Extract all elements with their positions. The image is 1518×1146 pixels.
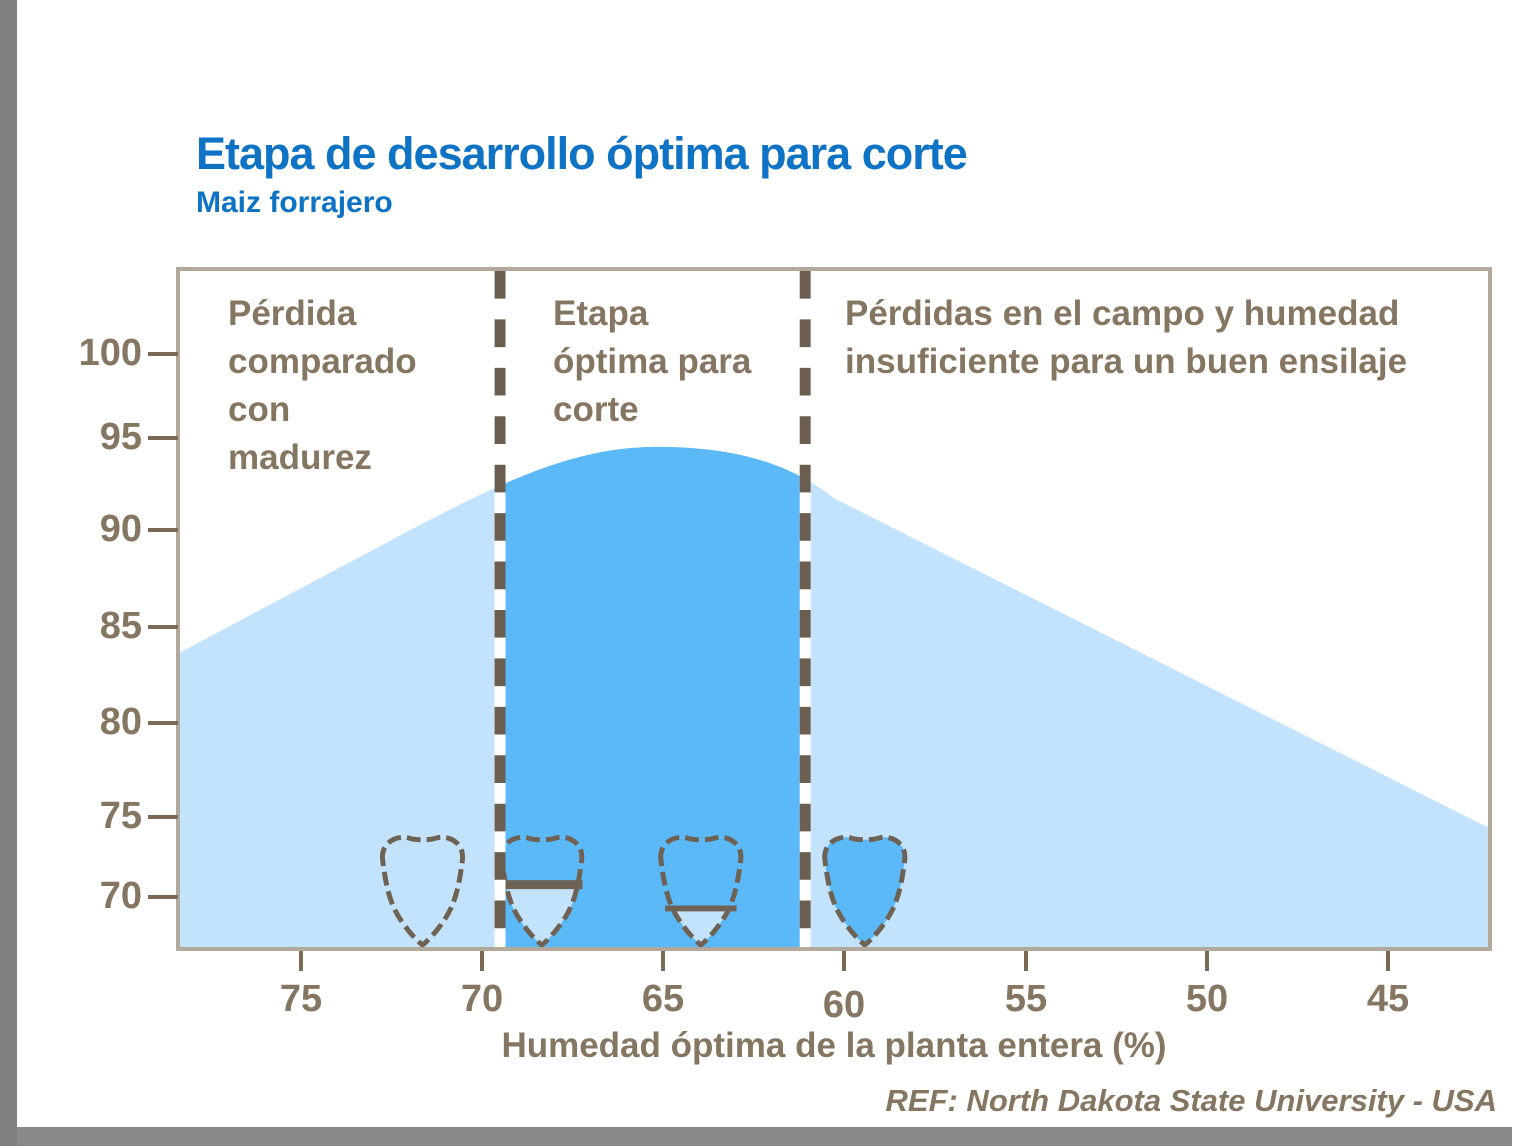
y-axis-label: 70 xyxy=(99,875,142,917)
y-axis-label: 75 xyxy=(99,795,142,837)
y-axis-label: 95 xyxy=(99,416,142,458)
zone-label-right: Pérdidas en el campo y humedad insuficie… xyxy=(845,294,1408,381)
x-axis-label: 50 xyxy=(1185,978,1229,1020)
x-axis-label: 70 xyxy=(460,978,504,1020)
y-axis-label: 80 xyxy=(99,701,142,743)
page-subtitle: Maiz forrajero xyxy=(196,186,393,219)
y-axis-tick xyxy=(148,352,178,356)
zone-label-left: Pérdida comparado con madurez xyxy=(228,294,417,477)
x-axis-label: 75 xyxy=(279,978,323,1020)
chart-plot-area xyxy=(176,267,1492,951)
x-axis-tick xyxy=(480,951,484,971)
y-axis-tick xyxy=(148,721,178,725)
window-frame-bottom xyxy=(17,1127,1512,1146)
x-axis-tick xyxy=(661,951,665,971)
y-axis-label: 100 xyxy=(78,332,142,374)
y-axis-label: 90 xyxy=(99,508,142,550)
y-axis-tick xyxy=(148,815,178,819)
x-axis-label: 45 xyxy=(1366,978,1410,1020)
y-axis-tick xyxy=(148,625,178,629)
kernel-marker-two-thirds-milk-line xyxy=(655,830,746,945)
x-axis-tick xyxy=(842,951,846,971)
y-axis-label: 85 xyxy=(99,605,142,647)
reference-text: REF: North Dakota State University - USA xyxy=(885,1083,1498,1118)
y-axis-tick xyxy=(148,436,178,440)
x-axis-tick xyxy=(1386,951,1390,971)
y-axis-tick xyxy=(148,528,178,532)
kernel-marker-half-milk-line xyxy=(496,830,587,945)
x-axis-title: Humedad óptima de la planta entera (%) xyxy=(501,1026,1167,1065)
page-title: Etapa de desarrollo óptima para corte xyxy=(196,128,968,179)
yield-curve-chart xyxy=(180,271,1488,947)
x-axis-label: 55 xyxy=(1004,978,1048,1020)
x-axis-tick xyxy=(1205,951,1209,971)
yield-area-optimal-window xyxy=(500,446,806,947)
window-frame-left xyxy=(0,0,17,1146)
zone-label-optimal: Etapa óptima para corte xyxy=(553,294,752,429)
x-axis-tick xyxy=(299,951,303,971)
y-axis-tick xyxy=(148,895,178,899)
x-axis-label: 60 xyxy=(822,984,866,1026)
x-axis-label: 65 xyxy=(641,978,685,1020)
x-axis-tick xyxy=(1024,951,1028,971)
